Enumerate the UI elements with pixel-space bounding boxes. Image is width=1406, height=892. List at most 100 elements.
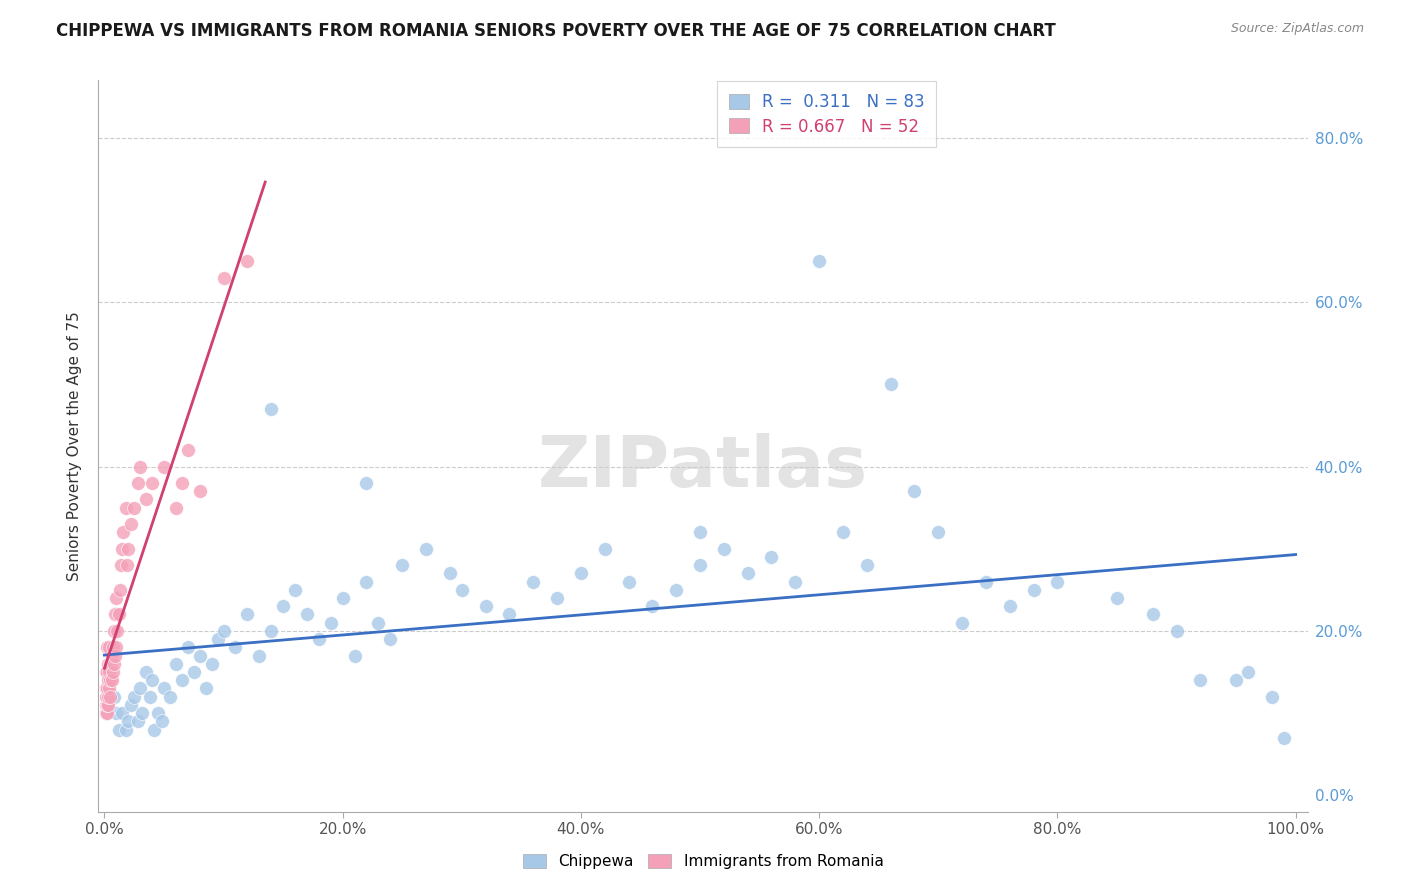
Point	[122, 690, 145, 704]
Point	[224, 640, 246, 655]
Point	[103, 657, 125, 671]
Point	[97, 698, 120, 712]
Point	[188, 484, 211, 499]
Point	[284, 582, 307, 597]
Point	[120, 698, 142, 712]
Legend: R =  0.311   N = 83, R = 0.667   N = 52: R = 0.311 N = 83, R = 0.667 N = 52	[717, 81, 936, 147]
Point	[129, 459, 152, 474]
Point	[236, 607, 259, 622]
Text: CHIPPEWA VS IMMIGRANTS FROM ROMANIA SENIORS POVERTY OVER THE AGE OF 75 CORRELATI: CHIPPEWA VS IMMIGRANTS FROM ROMANIA SENI…	[56, 22, 1056, 40]
Point	[114, 500, 136, 515]
Point	[117, 714, 139, 729]
Point	[1261, 690, 1284, 704]
Point	[617, 574, 640, 589]
Point	[212, 270, 235, 285]
Point	[98, 690, 121, 704]
Point	[153, 459, 176, 474]
Point	[927, 525, 949, 540]
Point	[236, 254, 259, 268]
Point	[100, 648, 122, 663]
Point	[761, 549, 783, 564]
Point	[319, 615, 342, 630]
Point	[391, 558, 413, 573]
Point	[112, 525, 135, 540]
Point	[165, 500, 187, 515]
Point	[380, 632, 402, 647]
Point	[522, 574, 544, 589]
Text: Source: ZipAtlas.com: Source: ZipAtlas.com	[1230, 22, 1364, 36]
Point	[117, 541, 139, 556]
Point	[96, 698, 118, 712]
Point	[260, 402, 283, 417]
Point	[98, 657, 121, 671]
Point	[998, 599, 1021, 614]
Point	[212, 624, 235, 638]
Point	[207, 632, 229, 647]
Point	[120, 517, 142, 532]
Point	[367, 615, 389, 630]
Point	[1105, 591, 1128, 605]
Point	[105, 706, 128, 720]
Point	[737, 566, 759, 581]
Point	[131, 706, 153, 720]
Point	[94, 690, 117, 704]
Point	[98, 640, 121, 655]
Point	[107, 723, 129, 737]
Point	[569, 566, 592, 581]
Point	[1142, 607, 1164, 622]
Point	[170, 475, 193, 490]
Point	[415, 541, 437, 556]
Point	[101, 640, 124, 655]
Point	[200, 657, 222, 671]
Point	[129, 681, 152, 696]
Text: ZIPatlas: ZIPatlas	[538, 434, 868, 502]
Point	[146, 706, 169, 720]
Point	[107, 624, 129, 638]
Point	[96, 665, 118, 679]
Point	[593, 541, 616, 556]
Point	[808, 254, 831, 268]
Point	[98, 665, 121, 679]
Point	[308, 632, 330, 647]
Point	[439, 566, 461, 581]
Point	[141, 475, 163, 490]
Point	[111, 541, 134, 556]
Point	[98, 665, 121, 679]
Point	[97, 657, 120, 671]
Point	[104, 648, 127, 663]
Point	[1225, 673, 1247, 688]
Point	[177, 640, 200, 655]
Point	[1272, 731, 1295, 745]
Point	[103, 624, 125, 638]
Point	[332, 591, 354, 605]
Point	[356, 574, 378, 589]
Point	[98, 673, 121, 688]
Point	[546, 591, 568, 605]
Point	[107, 607, 129, 622]
Point	[1166, 624, 1188, 638]
Point	[143, 723, 166, 737]
Point	[165, 657, 187, 671]
Point	[974, 574, 997, 589]
Point	[832, 525, 855, 540]
Point	[295, 607, 318, 622]
Point	[127, 714, 149, 729]
Point	[474, 599, 496, 614]
Point	[104, 607, 127, 622]
Point	[170, 673, 193, 688]
Point	[450, 582, 472, 597]
Point	[114, 723, 136, 737]
Point	[105, 640, 128, 655]
Point	[950, 615, 973, 630]
Point	[498, 607, 520, 622]
Point	[135, 492, 157, 507]
Point	[177, 443, 200, 458]
Point	[103, 690, 125, 704]
Point	[153, 681, 176, 696]
Point	[247, 648, 270, 663]
Point	[135, 665, 157, 679]
Point	[641, 599, 664, 614]
Point	[138, 690, 160, 704]
Point	[127, 475, 149, 490]
Point	[122, 500, 145, 515]
